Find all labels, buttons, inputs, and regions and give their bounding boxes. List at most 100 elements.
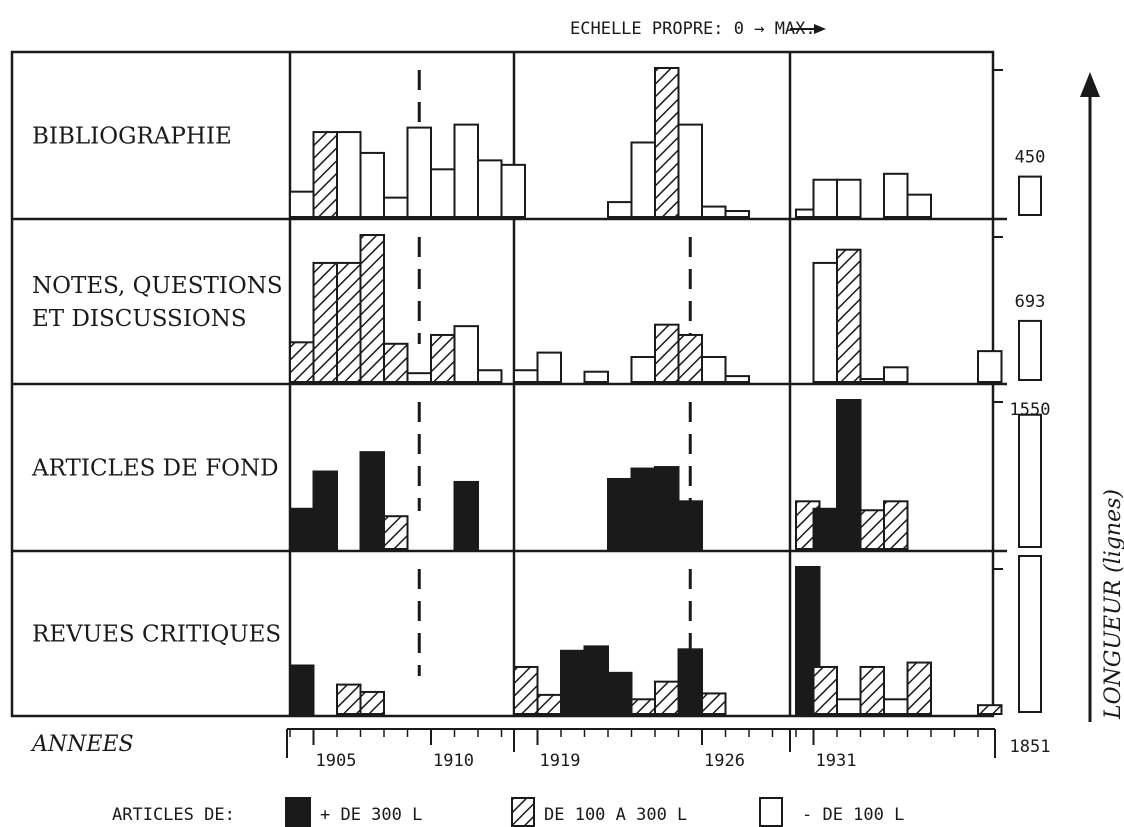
bar [312,470,338,550]
bar [430,333,456,383]
bar [836,698,862,715]
bar [477,159,503,219]
bar [859,509,885,551]
bar [701,692,727,715]
bar [812,507,838,550]
bar [383,342,409,383]
year-tick-label: 1931 [816,751,857,771]
chart-bars [289,67,1042,716]
bar [336,261,362,383]
legend-label-mid: DE 100 A 300 L [544,805,687,825]
bar [312,131,338,219]
bar [607,201,633,219]
bar [677,333,703,383]
bar [607,671,633,716]
bar [906,661,932,715]
total-bar [1018,319,1042,381]
bar [500,163,526,219]
bar [859,378,885,383]
year-tick-label: 1919 [540,751,581,771]
bar [836,178,862,218]
category-label: REVUES CRITIQUES [32,622,281,648]
chart-frame: 1905 1910 1919 1926 1931 [10,24,1007,771]
total-bar [1018,413,1042,548]
bar [701,356,727,384]
total-value: 693 [1015,292,1046,312]
bar [859,665,885,716]
bar [630,467,656,551]
category-label: ET DISCUSSIONS [32,306,247,332]
bar [630,141,656,218]
bar [312,261,338,383]
y-axis-arrowhead [1080,72,1100,97]
bar [453,480,479,551]
bar [654,466,680,550]
bar [630,356,656,384]
bar [453,123,479,218]
bar [677,123,703,218]
bar [812,261,838,383]
legend-label-big: + DE 300 L [320,805,422,825]
bar [536,693,562,716]
bar [724,375,750,383]
bar [812,178,838,218]
legend: ARTICLES DE: + DE 300 L DE 100 A 300 L - D… [112,797,904,827]
category-labels: BIBLIOGRAPHIE 450 NOTES, QUESTIONS ET DISCU… [31,124,1050,758]
bar [383,515,409,550]
bar [724,210,750,218]
bar [383,196,409,219]
legend-swatch-big [285,797,311,827]
bar [289,664,315,715]
bar [812,665,838,716]
bar [560,649,586,715]
bar [607,477,633,550]
bar [836,399,862,550]
total-value: 450 [1015,148,1046,168]
bar [359,451,385,550]
bar [536,351,562,384]
category-label: ARTICLES DE FOND [31,456,279,482]
bar [289,190,315,218]
bar [883,366,909,383]
bar [630,698,656,715]
scale-arrowhead [814,24,826,34]
bar [836,248,862,383]
bar [453,325,479,384]
bar [654,323,680,384]
bar [677,500,703,551]
legend-label-small: - DE 100 L [802,805,904,825]
bar [336,683,362,715]
bar [359,151,385,218]
bar [406,126,432,218]
year-tick-label: 1926 [704,751,745,771]
scale-header: ECHELLE PROPRE: 0 → MAX. [570,19,816,39]
bar [883,172,909,218]
bar [906,193,932,218]
bar [701,205,727,219]
bar [289,507,315,550]
bar [977,704,1003,715]
bar [359,234,385,383]
category-label: BIBLIOGRAPHIE [32,124,232,150]
bar [583,645,609,716]
total-value: 1851 [1010,737,1051,757]
total-bar [1018,555,1042,713]
bar [654,680,680,715]
y-axis-title: LONGUEUR (lignes) [1101,489,1124,720]
bar [430,168,456,219]
total-value: 1550 [1010,400,1051,420]
bar [654,67,680,218]
bar [677,648,703,716]
bar [406,372,432,383]
category-label: NOTES, QUESTIONS [32,273,283,299]
bar [359,690,385,716]
bar [883,698,909,715]
bar [583,370,609,383]
legend-title: ARTICLES DE: [112,805,235,825]
bar [336,131,362,219]
bar [977,350,1003,384]
years-axis-title: ANNEES [30,732,134,757]
bar [513,369,539,383]
bar [477,369,503,383]
